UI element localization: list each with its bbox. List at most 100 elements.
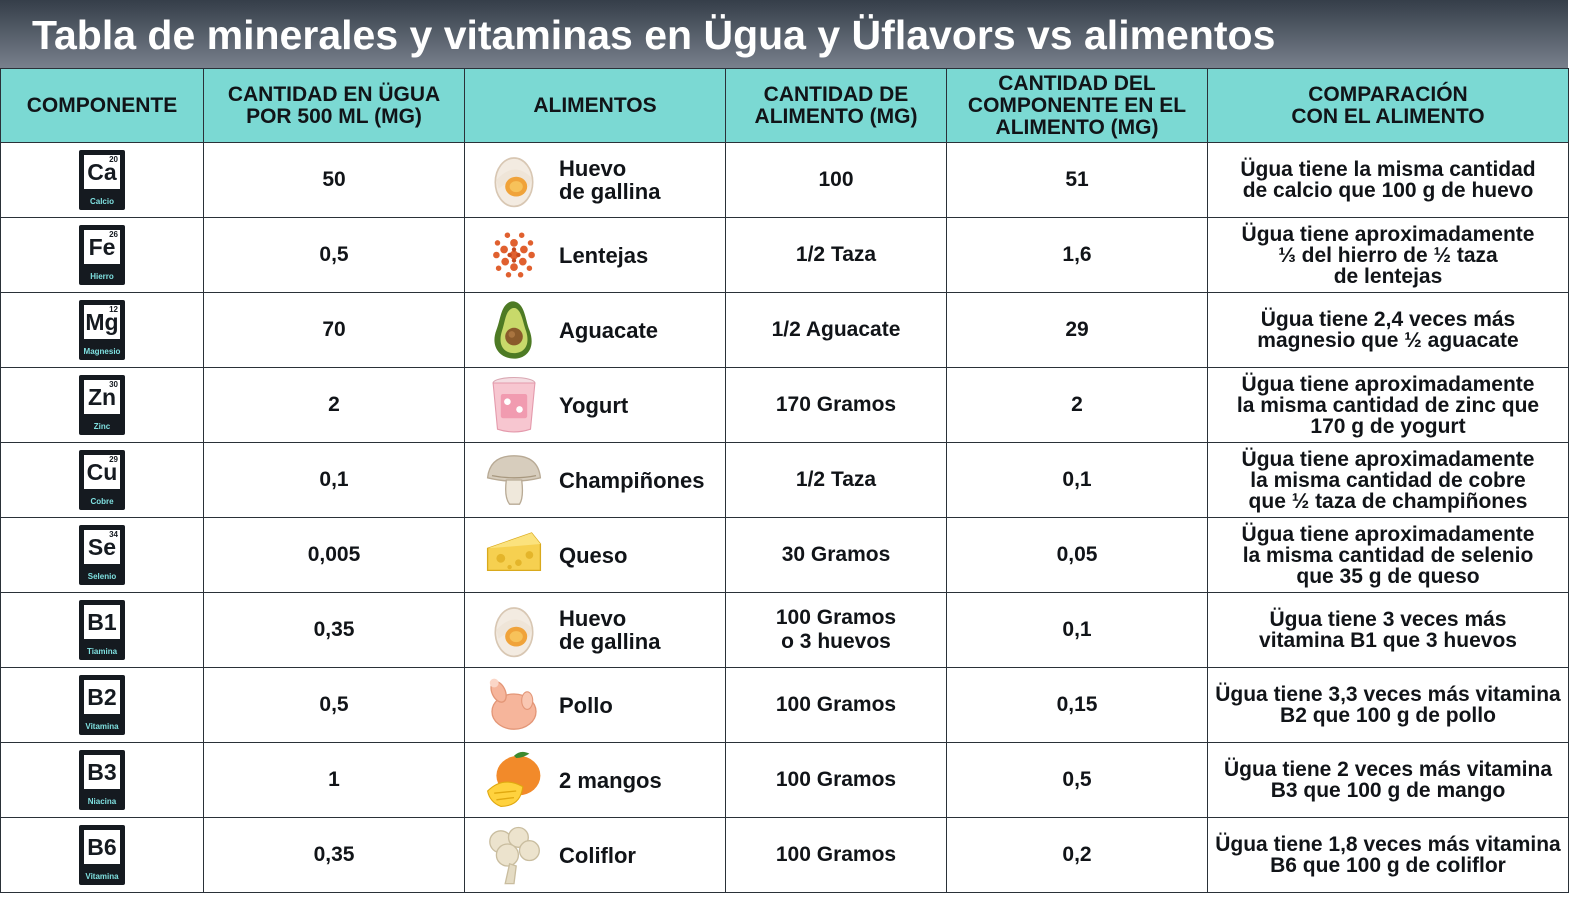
- element-number: 26: [109, 230, 118, 239]
- header-cantidad-ugua: CANTIDAD EN ÜGUA POR 500 ML (mg): [203, 68, 465, 143]
- ugua-amount: 0,1: [203, 442, 465, 518]
- element-number: 12: [109, 305, 118, 314]
- food-amount: 100 Gramos: [725, 667, 947, 743]
- table-row: B2 Vitamina 0,5 Pollo 100 Gramos 0,15 Ügua tie…: [0, 667, 1569, 743]
- element-symbol: Se: [87, 534, 117, 560]
- comparison-text: Ügua tiene 3,3 veces más vitamina B2 que…: [1207, 667, 1569, 743]
- element-symbol: B6: [87, 834, 117, 860]
- comparison-text: Ügua tiene 2,4 veces más magnesio que ½ …: [1207, 292, 1569, 368]
- component-cell: 30 Zn Zinc: [0, 367, 204, 443]
- element-name: Cobre: [90, 497, 114, 506]
- food-cell: Lentejas: [464, 217, 726, 293]
- header-alimentos: ALIMENTOS: [464, 68, 726, 143]
- element-tile: 29 Cu Cobre: [79, 450, 125, 510]
- egg-icon: [481, 597, 547, 663]
- food-name: Yogurt: [559, 392, 629, 418]
- food-content: 1,6: [946, 217, 1208, 293]
- element-name: Zinc: [93, 422, 111, 431]
- component-cell: B3 Niacina: [0, 742, 204, 818]
- food-cell: Aguacate: [464, 292, 726, 368]
- food-name: Pollo: [559, 692, 613, 718]
- header-comparacion: COMPARACIÓN CON EL ALIMENTO: [1207, 68, 1569, 143]
- food-name: Lentejas: [559, 242, 649, 268]
- ugua-amount: 0,5: [203, 667, 465, 743]
- element-symbol: B3: [87, 759, 117, 785]
- element-tile: B6 Vitamina: [79, 825, 125, 885]
- cauliflower-icon: [481, 822, 547, 888]
- table-row: B3 Niacina 1 2 mangos 100 Gramos 0,5 Ügua tien…: [0, 742, 1569, 818]
- food-name: 2 mangos: [559, 767, 662, 793]
- header-componente: COMPONENTE: [0, 68, 204, 143]
- element-tile: B3 Niacina: [79, 750, 125, 810]
- food-amount: 100 Gramos: [725, 742, 947, 818]
- comparison-text: Ügua tiene 3 veces más vitamina B1 que 3…: [1207, 592, 1569, 668]
- comparison-text: Ügua tiene aproximadamente la misma cant…: [1207, 517, 1569, 593]
- element-tile: B2 Vitamina: [79, 675, 125, 735]
- component-cell: 20 Ca Calcio: [0, 142, 204, 218]
- header-row: COMPONENTE CANTIDAD EN ÜGUA POR 500 ML (…: [0, 68, 1569, 143]
- ugua-amount: 0,005: [203, 517, 465, 593]
- component-cell: 12 Mg Magnesio: [0, 292, 204, 368]
- avocado-icon: [481, 297, 547, 363]
- element-symbol: Ca: [87, 159, 117, 185]
- ugua-amount: 0,5: [203, 217, 465, 293]
- food-content: 51: [946, 142, 1208, 218]
- food-amount: 100: [725, 142, 947, 218]
- food-name: Huevo de gallina: [559, 156, 661, 204]
- ugua-amount: 70: [203, 292, 465, 368]
- component-cell: 29 Cu Cobre: [0, 442, 204, 518]
- food-cell: Coliflor: [464, 817, 726, 893]
- component-cell: B2 Vitamina: [0, 667, 204, 743]
- egg-icon: [481, 147, 547, 213]
- comparison-text: Ügua tiene 2 veces más vitamina B3 que 1…: [1207, 742, 1569, 818]
- lentils-icon: [481, 222, 547, 288]
- mango-icon: [481, 747, 547, 813]
- food-content: 0,2: [946, 817, 1208, 893]
- ugua-amount: 0,35: [203, 817, 465, 893]
- element-tile: B1 Tiamina: [79, 600, 125, 660]
- food-amount: 1/2 Taza: [725, 217, 947, 293]
- food-name: Queso: [559, 542, 628, 568]
- element-name: Tiamina: [86, 647, 118, 656]
- nutrition-table: COMPONENTE CANTIDAD EN ÜGUA POR 500 ML (…: [0, 68, 1569, 893]
- ugua-amount: 0,35: [203, 592, 465, 668]
- comparison-text: Ügua tiene la misma cantidad de calcio q…: [1207, 142, 1569, 218]
- element-tile: 12 Mg Magnesio: [79, 300, 125, 360]
- ugua-amount: 50: [203, 142, 465, 218]
- header-cantidad-alimento: CANTIDAD DE ALIMENTO (mg): [725, 68, 947, 143]
- food-content: 0,1: [946, 592, 1208, 668]
- comparison-text: Ügua tiene aproximadamente la misma cant…: [1207, 367, 1569, 443]
- component-cell: B6 Vitamina: [0, 817, 204, 893]
- food-content: 0,05: [946, 517, 1208, 593]
- element-tile: 20 Ca Calcio: [79, 150, 125, 210]
- food-content: 0,1: [946, 442, 1208, 518]
- header-cantidad-componente: CANTIDAD DEL COMPONENTE EN EL ALIMENTO (…: [946, 68, 1208, 143]
- component-cell: 34 Se Selenio: [0, 517, 204, 593]
- food-amount: 1/2 Taza: [725, 442, 947, 518]
- element-symbol: B2: [87, 684, 117, 710]
- table-row: B1 Tiamina 0,35 Huevo de gallina 100 Gramos …: [0, 592, 1569, 668]
- food-name: Champiñones: [559, 467, 705, 493]
- element-symbol: Mg: [85, 309, 119, 335]
- comparison-text: Ügua tiene 1,8 veces más vitamina B6 que…: [1207, 817, 1569, 893]
- food-cell: Pollo: [464, 667, 726, 743]
- mushroom-icon: [481, 447, 547, 513]
- element-name: Selenio: [87, 572, 117, 581]
- food-amount: 30 Gramos: [725, 517, 947, 593]
- chicken-icon: [481, 672, 547, 738]
- ugua-amount: 1: [203, 742, 465, 818]
- page-title: Tabla de minerales y vitaminas en Ügua y…: [0, 0, 1568, 68]
- element-name: Vitamina: [85, 722, 119, 731]
- comparison-text: Ügua tiene aproximadamente la misma cant…: [1207, 442, 1569, 518]
- element-symbol: Zn: [87, 384, 117, 410]
- food-name: Huevo de gallina: [559, 606, 661, 654]
- table-row: 29 Cu Cobre 0,1 Champiñones 1/2 Taza 0,1 Ügua t…: [0, 442, 1569, 518]
- element-name: Calcio: [89, 197, 114, 206]
- food-content: 2: [946, 367, 1208, 443]
- food-name: Coliflor: [559, 842, 636, 868]
- element-number: 34: [109, 530, 118, 539]
- element-name: Vitamina: [85, 872, 119, 881]
- element-number: 30: [109, 380, 118, 389]
- food-amount: 100 Gramos: [725, 817, 947, 893]
